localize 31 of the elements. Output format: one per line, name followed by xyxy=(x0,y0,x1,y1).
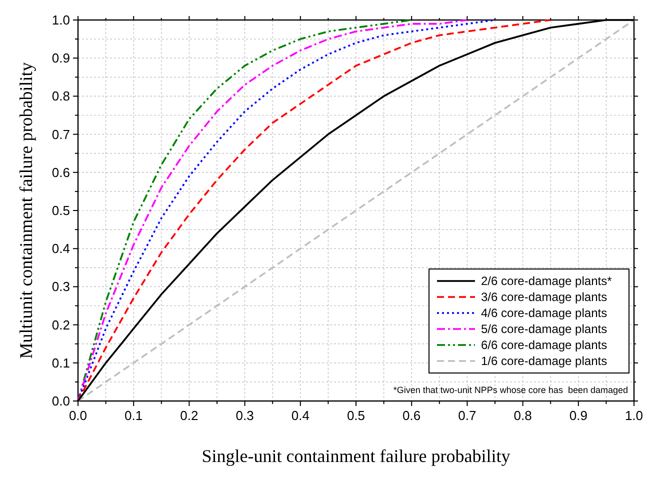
y-tick-label: 0.4 xyxy=(52,241,70,256)
x-tick-label: 0.5 xyxy=(346,408,366,423)
y-tick-label: 0.5 xyxy=(52,203,70,218)
x-tick-label: 0.7 xyxy=(458,408,476,423)
y-tick-label: 0.8 xyxy=(52,88,70,104)
y-tick-label: 0.1 xyxy=(52,355,70,370)
x-tick-label: 0.1 xyxy=(124,408,143,423)
y-tick-label: 0.7 xyxy=(52,126,70,142)
y-tick-label: 0.0 xyxy=(52,394,70,408)
y-tick-label: 0.2 xyxy=(52,317,70,332)
legend-label: 3/6 core-damage plants xyxy=(481,290,608,304)
legend-label: 1/6 core-damage plants xyxy=(481,354,608,368)
x-tick-label: 0.0 xyxy=(68,408,88,423)
x-tick-label: 0.3 xyxy=(236,408,254,423)
legend-label: 2/6 core-damage plants* xyxy=(481,274,612,288)
x-tick-label: 0.2 xyxy=(180,408,198,423)
y-tick-label: 1.0 xyxy=(52,12,70,28)
x-tick-label: 0.8 xyxy=(514,408,532,423)
legend-label: 5/6 core-damage plants xyxy=(481,322,608,336)
y-axis-title: Multiunit containment failure probability xyxy=(16,62,36,359)
y-tick-label: 0.3 xyxy=(52,279,70,294)
legend-label: 6/6 core-damage plants xyxy=(481,338,608,352)
x-tick-label: 0.9 xyxy=(569,408,588,423)
legend-label: 4/6 core-damage plants xyxy=(481,306,608,320)
x-tick-label: 0.6 xyxy=(402,408,421,423)
x-tick-label: 0.4 xyxy=(291,408,310,423)
x-tick-label: 1.0 xyxy=(624,408,644,423)
x-axis-title: Single-unit containment failure probability xyxy=(202,446,510,466)
y-tick-label: 0.9 xyxy=(52,50,70,66)
annotation: *Given that two-unit NPPs whose core has been damaged xyxy=(393,385,628,395)
y-tick-label: 0.6 xyxy=(52,164,70,180)
